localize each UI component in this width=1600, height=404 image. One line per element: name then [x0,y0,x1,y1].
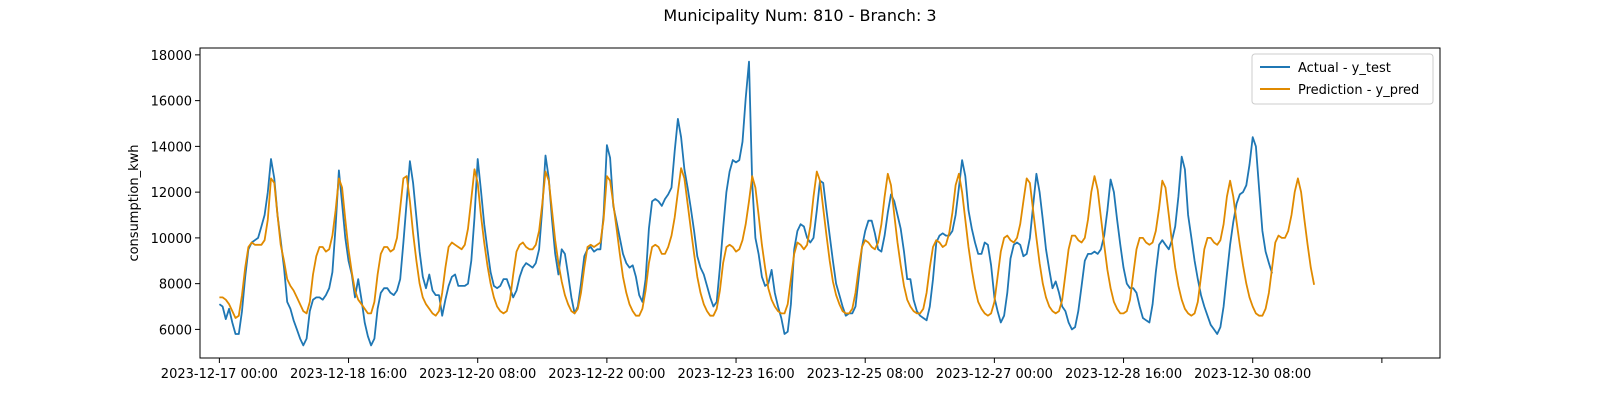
y-tick-label: 10000 [151,232,192,247]
y-axis: 6000 8000 10000 12000 14000 16000 18000 [151,49,200,338]
y-tick-label: 8000 [159,278,192,293]
legend-label-prediction: Prediction - y_pred [1298,83,1419,98]
y-tick-label: 12000 [151,186,192,201]
actual-series-line [218,60,1273,347]
series-layer [218,60,1315,347]
y-tick-label: 18000 [151,49,192,64]
x-tick-label: 2023-12-22 00:00 [548,367,665,382]
x-tick-label: 2023-12-20 08:00 [419,367,536,382]
plot-area-frame [199,47,1441,359]
x-axis: 2023-12-17 00:00 2023-12-18 16:00 2023-12-… [161,358,1383,382]
x-tick-label: 2023-12-23 16:00 [677,367,794,382]
y-tick-label: 14000 [151,140,192,155]
x-tick-label: 2023-12-27 00:00 [936,367,1053,382]
chart-title: Municipality Num: 810 - Branch: 3 [663,6,936,25]
legend-box [1251,53,1434,105]
x-tick-label: 2023-12-30 08:00 [1194,367,1311,382]
y-tick-label: 16000 [151,95,192,110]
x-tick-label: 2023-12-28 16:00 [1065,367,1182,382]
legend: Actual - y_test Prediction - y_pred [1251,53,1434,105]
y-axis-label: consumption_kwh [127,144,142,261]
x-tick-label: 2023-12-17 00:00 [161,367,278,382]
prediction-series-line [219,167,1315,319]
y-tick-label: 6000 [159,323,192,338]
x-tick-label: 2023-12-18 16:00 [290,367,407,382]
x-tick-label: 2023-12-25 08:00 [807,367,924,382]
legend-label-actual: Actual - y_test [1298,61,1391,76]
